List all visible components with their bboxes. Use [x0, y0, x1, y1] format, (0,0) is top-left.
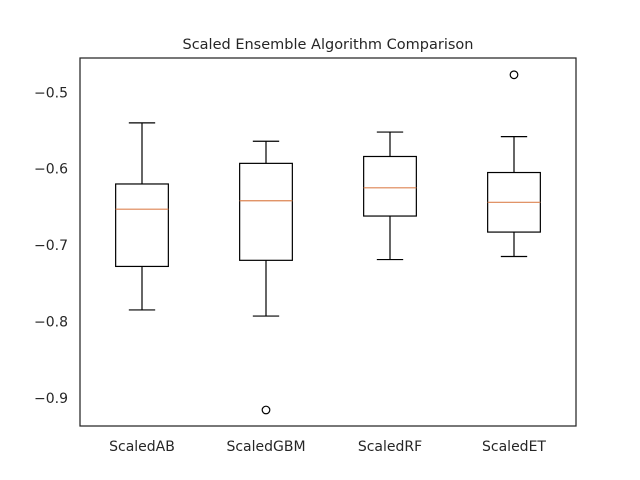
chart-title: Scaled Ensemble Algorithm Comparison: [183, 37, 474, 53]
y-tick-label: −0.7: [34, 238, 68, 254]
y-tick-label: −0.9: [34, 391, 68, 407]
plot-frame: [79, 57, 577, 427]
outlier-point: [509, 70, 519, 80]
x-tick-label: ScaledRF: [358, 439, 422, 455]
box-group-3: [487, 70, 541, 258]
y-tick-label: −0.8: [34, 314, 68, 330]
x-tick-label: ScaledAB: [109, 439, 175, 455]
ticks-layer: ScaledAB ScaledGBM ScaledRF ScaledET −0.5 −0.…: [34, 85, 546, 455]
outlier-point: [261, 405, 271, 415]
x-tick-label: ScaledGBM: [226, 439, 305, 455]
x-tick-label: ScaledET: [482, 439, 546, 455]
boxes-layer: [115, 70, 541, 415]
box-group-0: [115, 122, 169, 311]
box-iqr: [115, 183, 169, 268]
box-iqr: [239, 162, 293, 261]
box-group-1: [239, 140, 293, 415]
box-iqr: [363, 155, 417, 217]
y-tick-label: −0.5: [34, 85, 68, 101]
box-group-2: [363, 131, 417, 261]
y-tick-label: −0.6: [34, 162, 68, 178]
